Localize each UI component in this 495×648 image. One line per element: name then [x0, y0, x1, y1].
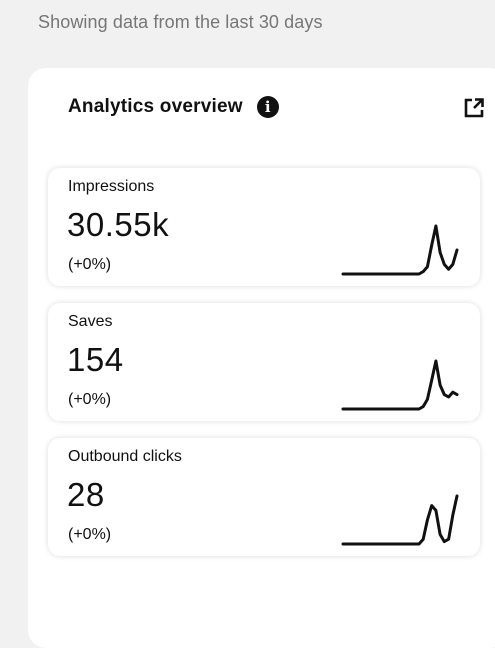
metric-label: Impressions — [68, 178, 155, 195]
metric-change: (+0%) — [68, 526, 112, 543]
impressions-sparkline — [341, 224, 459, 276]
outbound-clicks-sparkline — [341, 494, 459, 546]
analytics-overview-panel: Analytics overview i Impressions 30.55k … — [28, 68, 495, 648]
metric-card-saves[interactable]: Saves 154 (+0%) — [48, 303, 480, 421]
sparkline-path — [341, 359, 459, 411]
saves-sparkline — [341, 359, 459, 411]
metric-card-impressions[interactable]: Impressions 30.55k (+0%) — [48, 168, 480, 286]
metric-label: Saves — [68, 313, 113, 330]
metric-value: 28 — [67, 476, 105, 513]
panel-header: Analytics overview i — [68, 96, 279, 118]
metric-value: 30.55k — [67, 206, 170, 243]
panel-title: Analytics overview — [68, 96, 243, 117]
sparkline-path — [341, 494, 459, 546]
sparkline-path — [341, 224, 459, 276]
metric-change: (+0%) — [68, 256, 112, 273]
metric-label: Outbound clicks — [68, 448, 182, 465]
external-link-icon[interactable] — [462, 96, 486, 120]
metric-change: (+0%) — [68, 391, 112, 408]
info-icon[interactable]: i — [256, 96, 279, 118]
metric-value: 154 — [67, 341, 124, 378]
metric-card-outbound-clicks[interactable]: Outbound clicks 28 (+0%) — [48, 438, 480, 556]
date-range-subtitle: Showing data from the last 30 days — [38, 12, 323, 32]
